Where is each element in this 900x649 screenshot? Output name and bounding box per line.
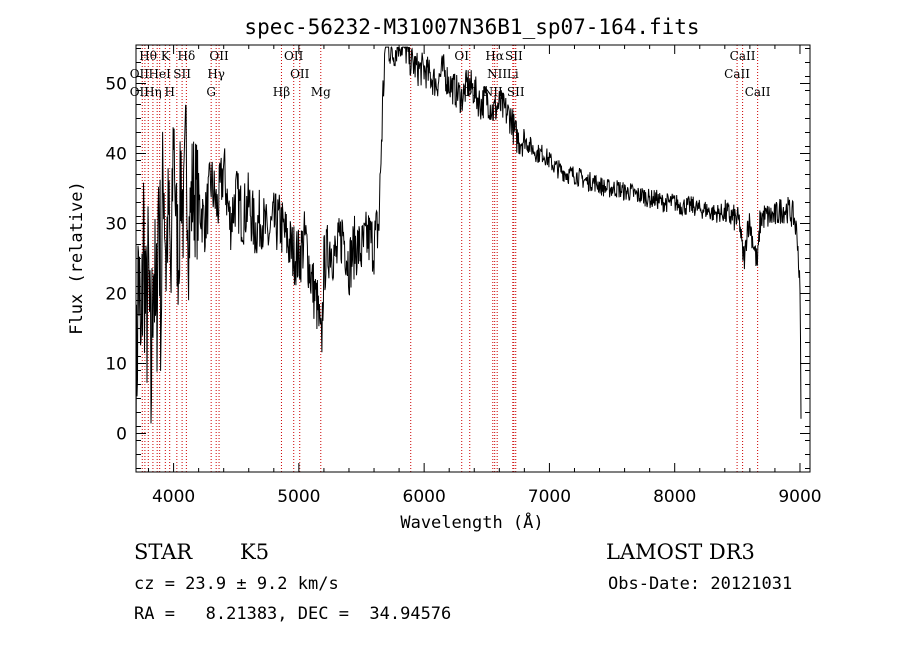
- line-label: Li: [507, 67, 519, 81]
- line-label: CaII: [724, 67, 750, 81]
- redshift-readout: cz = 23.9 ± 9.2 km/s: [134, 574, 339, 594]
- object-subclass: K5: [240, 540, 270, 564]
- spectrum-line: [135, 46, 802, 469]
- line-label: OI: [454, 49, 469, 63]
- line-label: OII: [284, 49, 304, 63]
- x-tick-label: 4000: [152, 487, 195, 507]
- line-label: K: [161, 49, 171, 63]
- line-label: HeI: [149, 67, 172, 81]
- line-label: Hη: [144, 85, 162, 99]
- coordinates: RA = 8.21383, DEC = 34.94576: [134, 604, 452, 624]
- line-label: SII: [507, 85, 525, 99]
- chart-title: spec-56232-M31007N36B1_sp07-164.fits: [244, 15, 699, 39]
- y-tick-label: 30: [105, 215, 127, 235]
- line-label: OII: [130, 67, 150, 81]
- line-label: Hθ: [139, 49, 157, 63]
- y-tick-label: 40: [105, 145, 127, 165]
- x-axis-label: Wavelength (Å): [400, 511, 543, 533]
- line-label: OI: [462, 85, 477, 99]
- line-label: OII: [290, 67, 310, 81]
- survey-name: LAMOST DR3: [606, 540, 755, 564]
- line-label: H: [164, 85, 174, 99]
- line-label: Hγ: [207, 67, 225, 81]
- line-label: OII: [209, 49, 229, 63]
- y-tick-label: 10: [105, 355, 127, 375]
- spectrum-trace: [135, 46, 802, 469]
- x-tick-label: 6000: [403, 487, 446, 507]
- x-tick-label: 9000: [778, 487, 821, 507]
- axis-ticks: 4000 5000 6000 7000 8000 9000 0 10 20 30 40 50: [105, 45, 822, 507]
- line-label: SII: [173, 67, 191, 81]
- line-label: OII: [130, 85, 150, 99]
- x-tick-label: 8000: [653, 487, 696, 507]
- object-class: STAR: [134, 540, 193, 564]
- line-label: CaII: [730, 49, 756, 63]
- line-label: Hδ: [178, 49, 196, 63]
- y-tick-label: 0: [116, 425, 127, 445]
- line-label: G: [206, 85, 216, 99]
- y-axis-label: Flux (relative): [67, 181, 87, 335]
- line-label: Hα: [485, 49, 504, 63]
- plot-frame: [135, 44, 811, 473]
- line-label: NII: [487, 67, 507, 81]
- line-label: Hβ: [273, 85, 290, 99]
- line-label: SII: [505, 49, 523, 63]
- line-label: CaII: [745, 85, 771, 99]
- spectral-line-markers: [141, 45, 759, 472]
- x-tick-label: 7000: [528, 487, 571, 507]
- obs-date: Obs-Date: 20121031: [608, 574, 793, 594]
- line-label: Mg: [311, 85, 331, 99]
- x-tick-label: 5000: [277, 487, 320, 507]
- y-tick-label: 50: [105, 75, 127, 95]
- y-tick-label: 20: [105, 285, 127, 305]
